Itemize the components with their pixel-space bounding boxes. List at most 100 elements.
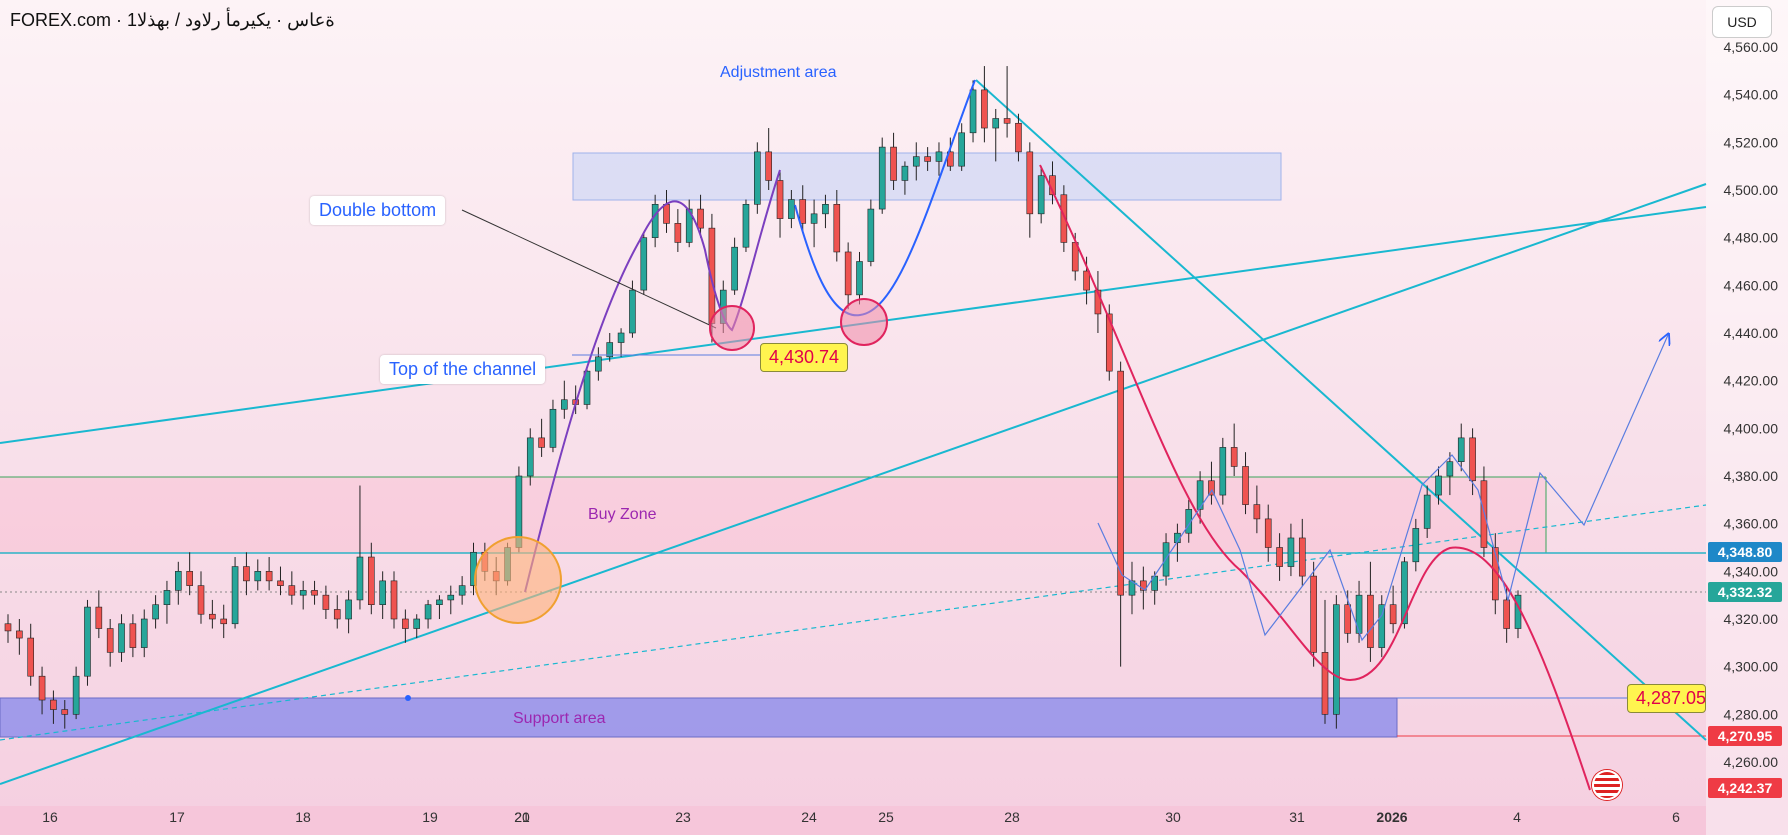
time-tick-label: 17 <box>169 809 185 825</box>
candle-body <box>1196 480 1204 510</box>
candle-body <box>867 208 875 262</box>
price-axis-panel[interactable] <box>1706 0 1788 835</box>
candle-body <box>447 594 455 601</box>
candle-body <box>1105 313 1113 372</box>
candle-body <box>561 399 568 410</box>
candle-body <box>629 289 636 334</box>
candle-body <box>368 556 375 605</box>
price-tick-label: 4,380.00 <box>1724 468 1779 484</box>
candle-body <box>231 566 239 625</box>
candle-body <box>345 599 352 620</box>
time-tick-label: 25 <box>878 809 894 825</box>
candle-body <box>776 180 784 219</box>
price-tick-label: 4,520.00 <box>1724 134 1779 150</box>
candle-body <box>16 630 23 639</box>
candle-body <box>1264 518 1272 548</box>
time-tick-label: 31 <box>1289 809 1305 825</box>
candle-body <box>822 204 829 215</box>
candle-body <box>140 618 148 648</box>
candle-body <box>1219 447 1227 496</box>
price-tick-label: 4,280.00 <box>1724 706 1779 722</box>
candle-body <box>935 151 943 162</box>
candle-body <box>606 342 614 358</box>
price-tick-label: 4,480.00 <box>1724 230 1779 246</box>
candle-body <box>595 356 602 372</box>
support-area-label: Support area <box>513 710 606 727</box>
purple-curve <box>524 169 781 593</box>
candle-body <box>1480 480 1488 548</box>
candle-body <box>1117 370 1124 596</box>
candle-body <box>651 204 659 238</box>
candle-body <box>1423 494 1431 529</box>
candle-body <box>844 251 852 296</box>
candle-body <box>833 204 841 253</box>
price-tick-label: 4,440.00 <box>1724 325 1779 341</box>
double-bottom-pointer-line <box>461 209 717 329</box>
price-badge-4348: 4,348.80 <box>1708 542 1782 562</box>
buy-zone-rect <box>0 477 1546 553</box>
price-tick-label: 4,420.00 <box>1724 373 1779 389</box>
candle-body <box>1253 504 1261 520</box>
time-tick-label: 4 <box>1513 809 1521 825</box>
candle-body <box>333 609 341 620</box>
candle-body <box>1298 537 1306 577</box>
candle-body <box>1003 118 1011 124</box>
candle-body <box>924 156 931 162</box>
candle-body <box>1344 604 1351 634</box>
time-tick-label: 20 <box>514 809 530 825</box>
candle-body <box>50 699 57 710</box>
candle-body <box>288 585 296 596</box>
candle-body <box>878 146 886 210</box>
candle-body <box>1503 599 1510 629</box>
candle-body <box>152 604 159 620</box>
candle-body <box>413 618 421 629</box>
candle-body <box>61 709 69 715</box>
candle-body <box>731 246 738 291</box>
candle-body <box>685 208 693 243</box>
candle-body <box>254 571 262 582</box>
candle-body <box>1140 580 1147 591</box>
buy-zone-label: Buy Zone <box>588 506 657 523</box>
candle-body <box>697 208 704 229</box>
candle-body <box>1389 604 1397 625</box>
candle-body <box>243 566 250 582</box>
candle-body <box>1321 652 1329 715</box>
candle-body <box>912 156 920 167</box>
tag-4430: 4,430.74 <box>760 343 849 372</box>
anchor-dot <box>405 695 411 701</box>
candle-body <box>27 637 35 677</box>
price-tick-label: 4,540.00 <box>1724 87 1779 103</box>
candle-body <box>197 585 205 615</box>
candle-body <box>856 261 863 296</box>
support-area-zone <box>0 697 1398 738</box>
candle-body <box>436 599 443 606</box>
candle-body <box>992 118 1000 129</box>
candle-body <box>799 199 807 224</box>
candle-body <box>277 580 284 586</box>
currency-selector[interactable]: USD <box>1712 6 1772 38</box>
time-axis-panel[interactable] <box>0 806 1706 835</box>
candle-body <box>424 604 432 620</box>
candle-body <box>617 332 625 343</box>
candle-body <box>1287 537 1295 567</box>
candle-body <box>1310 575 1317 653</box>
candle-body <box>1412 528 1420 563</box>
candle-body <box>186 571 193 586</box>
candle-body <box>84 606 91 677</box>
double-bottom-circle-2 <box>840 298 888 346</box>
price-tick-label: 4,400.00 <box>1724 420 1779 436</box>
us-flag-icon[interactable] <box>1592 770 1622 800</box>
candle-body <box>4 623 12 632</box>
candle-body <box>981 89 988 129</box>
candle-body <box>118 623 125 653</box>
price-tick-label: 4,560.00 <box>1724 39 1779 55</box>
price-tick-label: 4,360.00 <box>1724 516 1779 532</box>
candle-body <box>526 437 534 477</box>
time-tick-label: 2026 <box>1376 809 1407 825</box>
candle-body <box>129 623 137 648</box>
time-tick-label: 23 <box>675 809 691 825</box>
crimson-projection-curve <box>1039 164 1591 791</box>
